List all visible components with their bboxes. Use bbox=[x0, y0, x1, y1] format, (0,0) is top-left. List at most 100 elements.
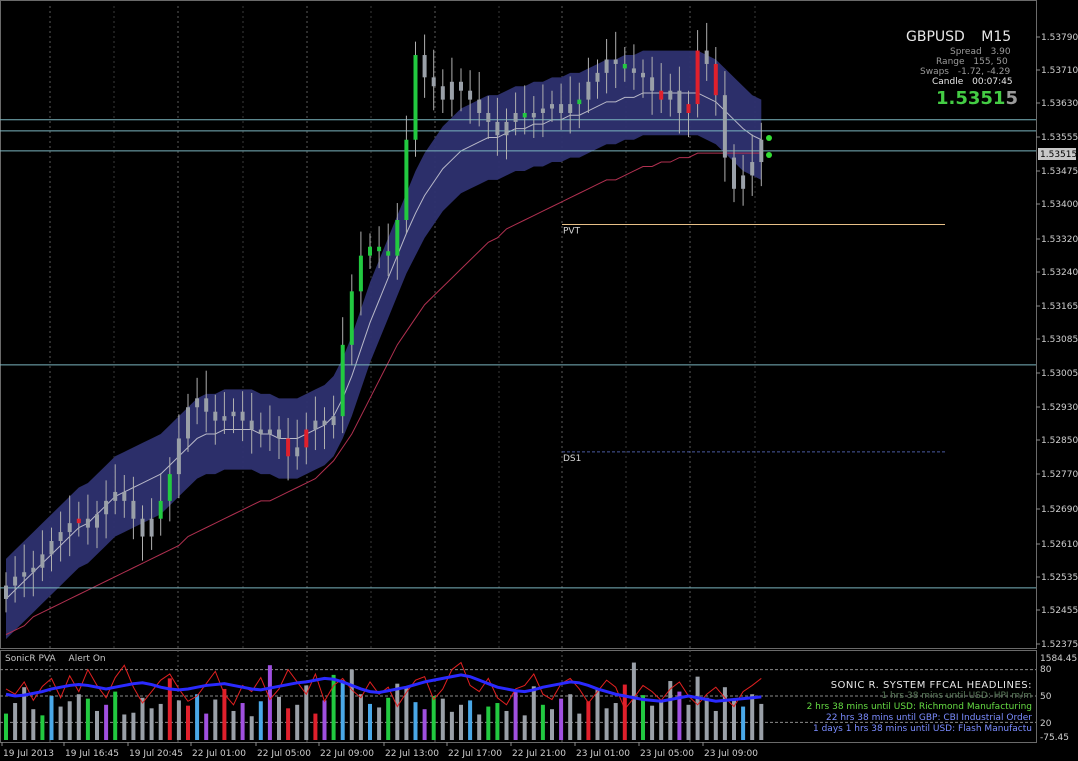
volume-bar bbox=[40, 715, 45, 740]
price-tick-label: 1.53400 bbox=[1041, 200, 1078, 210]
candle-body bbox=[677, 90, 682, 113]
volume-bar bbox=[167, 678, 172, 740]
volume-bar bbox=[732, 700, 736, 740]
candle bbox=[495, 97, 500, 156]
volume-bar bbox=[604, 708, 609, 740]
volume-bar bbox=[659, 699, 664, 740]
candle bbox=[213, 394, 218, 445]
volume-bar bbox=[486, 706, 491, 740]
candle bbox=[577, 82, 582, 129]
candle bbox=[695, 30, 700, 118]
candle bbox=[586, 57, 591, 113]
volume-bar bbox=[213, 699, 218, 740]
candle-body bbox=[404, 139, 409, 220]
volume-bar bbox=[759, 703, 764, 740]
candle-body bbox=[468, 90, 473, 100]
candle-body bbox=[586, 81, 591, 100]
candle bbox=[349, 274, 354, 366]
candle-body bbox=[140, 518, 145, 537]
candle bbox=[286, 417, 291, 481]
volume-bar bbox=[586, 701, 591, 740]
candle bbox=[104, 480, 109, 539]
price-tick-label: 1.53630 bbox=[1041, 99, 1078, 109]
candle-body bbox=[95, 514, 99, 528]
candle bbox=[486, 96, 491, 139]
candle bbox=[277, 416, 281, 459]
price-tick-label: 1.53475 bbox=[1041, 167, 1078, 177]
volume-bar bbox=[67, 701, 72, 740]
candle bbox=[231, 398, 236, 434]
candle-body bbox=[13, 576, 18, 586]
spread-value: 3.90 bbox=[990, 47, 1011, 57]
price-tick-label: 1.53790 bbox=[1041, 33, 1078, 43]
candle-body bbox=[195, 398, 200, 408]
volume-bar bbox=[677, 691, 682, 740]
candle bbox=[258, 412, 263, 448]
candle-body bbox=[413, 55, 418, 140]
candle-body bbox=[213, 411, 218, 421]
candle bbox=[85, 494, 90, 545]
candle-body bbox=[40, 554, 45, 568]
volume-bar bbox=[422, 709, 427, 740]
candlestick-series bbox=[4, 22, 764, 613]
candle bbox=[513, 92, 518, 136]
price-tick-label: 1.52535 bbox=[1041, 573, 1078, 583]
candle bbox=[295, 419, 300, 470]
candle-timer-value: 00:07:45 bbox=[972, 77, 1013, 87]
candle bbox=[267, 405, 272, 451]
current-price-tag-label: 1.53515 bbox=[1040, 150, 1077, 160]
volume-bar bbox=[459, 704, 463, 740]
candle-body bbox=[4, 585, 8, 599]
candle-body bbox=[322, 420, 327, 426]
candle bbox=[449, 57, 454, 117]
candle bbox=[113, 464, 118, 515]
volume-bar bbox=[267, 665, 272, 740]
candle-body bbox=[759, 139, 764, 163]
horizontal-levels[interactable]: PVT DS1 bbox=[0, 119, 1036, 589]
price-tick-label: 1.53320 bbox=[1041, 235, 1078, 245]
candle bbox=[4, 572, 8, 613]
volume-bar bbox=[158, 703, 163, 740]
candle-body bbox=[431, 77, 436, 87]
volume-bar bbox=[340, 680, 345, 740]
time-tick-label: 22 Jul 17:00 bbox=[448, 749, 502, 759]
price-tick-label: 1.52850 bbox=[1041, 436, 1078, 446]
range-value: 155, 50 bbox=[973, 57, 1008, 67]
candle-body bbox=[422, 55, 427, 78]
volume-bar bbox=[413, 702, 418, 740]
volume-bar bbox=[204, 713, 209, 740]
time-tick-label: 19 Jul 2013 bbox=[3, 749, 54, 759]
candle-body bbox=[249, 420, 254, 430]
candle bbox=[759, 122, 764, 187]
volume-bar bbox=[240, 703, 245, 740]
volume-bar bbox=[713, 710, 718, 740]
oscillator-tick-label: -75.45 bbox=[1040, 733, 1069, 743]
volume-bar bbox=[222, 688, 227, 740]
candle-body bbox=[176, 438, 181, 475]
volume-bar bbox=[495, 703, 500, 740]
price-tick-label: 1.53005 bbox=[1041, 369, 1078, 379]
candle-body bbox=[158, 500, 163, 519]
price-tick-label: 1.53555 bbox=[1041, 133, 1078, 143]
candle bbox=[595, 59, 600, 99]
pivot-label: PVT bbox=[563, 226, 581, 236]
spread-label: Spread bbox=[950, 47, 982, 57]
candle-body bbox=[377, 246, 382, 252]
volume-bar bbox=[249, 716, 254, 740]
volume-bar bbox=[595, 688, 600, 740]
candle bbox=[386, 223, 391, 277]
candle bbox=[659, 63, 664, 113]
candle bbox=[31, 550, 36, 597]
candle-body bbox=[240, 411, 245, 421]
price-axis[interactable]: 1.53790 1.53710 1.53630 1.53555 1.53475 1.534… bbox=[1036, 33, 1078, 650]
candle-body bbox=[277, 429, 281, 439]
candle-body bbox=[713, 63, 718, 96]
candle bbox=[732, 144, 736, 203]
indicator-title: SonicR PVA Alert On bbox=[5, 654, 106, 664]
time-tick-label: 22 Jul 01:00 bbox=[192, 749, 246, 759]
candle-body bbox=[686, 104, 691, 113]
time-axis[interactable]: 19 Jul 2013 19 Jul 16:45 19 Jul 20:45 22 Ju… bbox=[1, 742, 758, 759]
